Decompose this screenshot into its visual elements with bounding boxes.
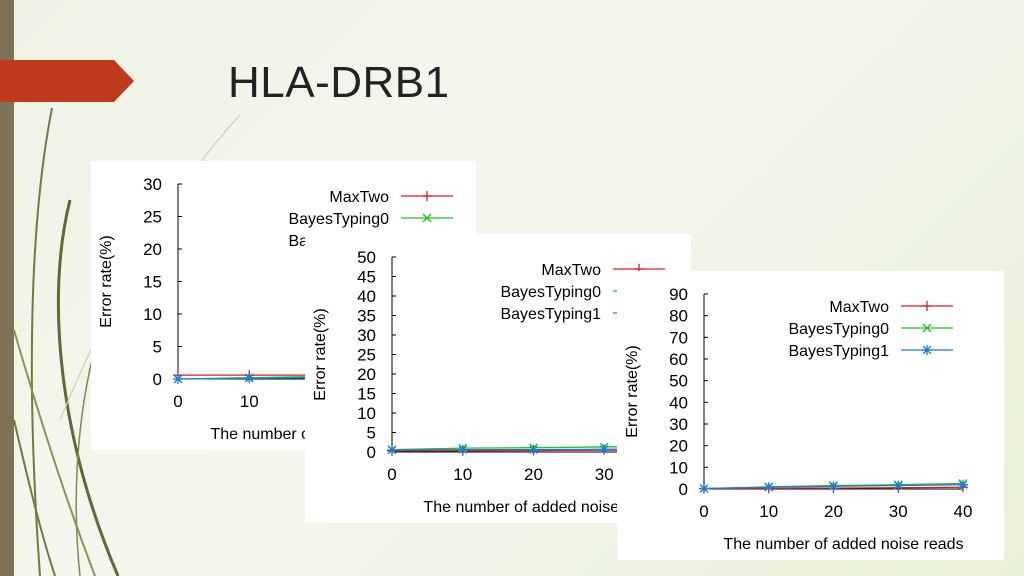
data-point	[893, 480, 904, 491]
legend-label: BayesTyping1	[788, 343, 889, 360]
data-point	[528, 444, 539, 455]
x-tick-label: 0	[173, 392, 182, 411]
chart-panel-3: 0 10 20 30 40 50 60 70 80 90 0 10 20 30 40 The number o…	[617, 271, 1004, 560]
legend-entry-1: MaxTwo	[829, 299, 953, 316]
legend-swatch-marker	[922, 301, 932, 311]
data-point	[828, 481, 839, 492]
y-tick-label: 30	[357, 326, 376, 345]
legend-label: BayesTyping1	[500, 306, 601, 323]
x-axis-label: The number of added noise reads	[723, 536, 963, 553]
line-chart-3: 0 10 20 30 40 50 60 70 80 90 0 10 20 30 40 The number o…	[624, 285, 973, 553]
data-point	[387, 445, 397, 456]
y-axis-label: Error rate(%)	[312, 308, 329, 400]
data-point	[958, 479, 968, 490]
y-tick-label: 30	[669, 415, 688, 434]
y-tick-label: 50	[357, 248, 376, 267]
y-tick-label: 10	[357, 404, 376, 423]
legend-label: MaxTwo	[541, 262, 601, 279]
y-tick-label: 40	[357, 287, 376, 306]
x-axis-label: The number of added noise reads	[423, 499, 663, 516]
data-point	[699, 483, 709, 494]
x-tick-label: 10	[453, 465, 472, 484]
slide-title: HLA-DRB1	[228, 58, 450, 107]
y-tick-label: 20	[357, 365, 376, 384]
y-tick-label: 20	[143, 240, 162, 259]
y-axis-label: Error rate(%)	[98, 235, 115, 327]
y-tick-label: 15	[357, 385, 376, 404]
data-point	[173, 374, 183, 384]
series-markers-3	[699, 479, 968, 494]
data-point	[599, 444, 610, 455]
legend-label: MaxTwo	[829, 299, 889, 316]
legend-entry-1: MaxTwo	[329, 189, 453, 206]
left-decor-bar	[0, 0, 14, 576]
legend-label: MaxTwo	[329, 189, 389, 206]
y-tick-label: 35	[357, 307, 376, 326]
data-point	[244, 373, 255, 384]
x-tick-label: 10	[240, 392, 259, 411]
y-tick-label: 10	[143, 305, 162, 324]
legend-swatch-marker	[922, 345, 932, 355]
data-point	[763, 482, 774, 493]
y-tick-label: 20	[669, 437, 688, 456]
x-tick-label: 30	[595, 465, 614, 484]
legend-label: BayesTyping0	[500, 284, 601, 301]
y-tick-label: 40	[669, 393, 688, 412]
y-tick-label: 0	[153, 370, 162, 389]
y-tick-label: 5	[153, 338, 162, 357]
legend-swatch-marker	[422, 213, 432, 223]
y-tick-label: 60	[669, 350, 688, 369]
x-tick-label: 20	[524, 465, 543, 484]
legend-label: BayesTyping0	[788, 321, 889, 338]
y-tick-label: 15	[143, 273, 162, 292]
y-tick-label: 0	[367, 443, 376, 462]
legend-entry-3: BayesTyping1	[788, 343, 953, 360]
x-tick-label: 0	[387, 465, 396, 484]
x-tick-label: 10	[759, 502, 778, 521]
y-tick-label: 10	[669, 458, 688, 477]
y-tick-label: 25	[357, 346, 376, 365]
legend-entry-2: BayesTyping0	[788, 321, 953, 338]
x-tick-label: 40	[954, 502, 973, 521]
legend-label: BayesTyping0	[288, 211, 389, 228]
legend-swatch-marker	[422, 191, 432, 201]
y-tick-label: 45	[357, 268, 376, 287]
y-axis-label: Error rate(%)	[624, 345, 641, 437]
x-tick-label: 20	[824, 502, 843, 521]
x-tick-label: 0	[699, 502, 708, 521]
title-accent-arrow	[0, 60, 134, 102]
decorative-grass-strokes	[13, 107, 240, 576]
y-tick-label: 30	[143, 175, 162, 194]
y-tick-label: 5	[367, 424, 376, 443]
y-tick-label: 50	[669, 372, 688, 391]
legend-entry-2: BayesTyping0	[288, 211, 453, 228]
y-tick-label: 0	[679, 480, 688, 499]
x-tick-label: 30	[889, 502, 908, 521]
y-tick-label: 70	[669, 328, 688, 347]
data-point	[457, 444, 468, 455]
y-tick-label: 80	[669, 307, 688, 326]
line-chart-2: 05101520253035404550010203040The number …	[312, 248, 684, 516]
legend-swatch-marker	[922, 323, 932, 333]
y-tick-label: 25	[143, 208, 162, 227]
y-tick-label: 90	[669, 285, 688, 304]
